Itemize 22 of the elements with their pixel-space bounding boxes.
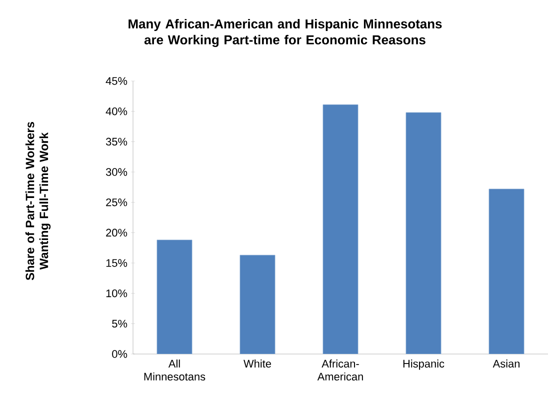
x-tick-label: Hispanic [403,360,444,370]
y-tick-label: 5% [112,320,128,328]
y-tick-label: 0% [112,350,128,358]
x-tick-label: White [244,360,272,368]
y-tick-label: 40% [106,107,128,116]
bar [322,104,358,354]
bar [156,240,192,354]
x-tick-label: All Minnesotans [144,360,206,381]
y-tick-label: 20% [106,228,128,237]
y-tick-label: 45% [106,77,128,85]
y-tick-label: 15% [106,259,128,267]
bar [488,188,524,354]
bar [240,254,276,354]
chart-title: Many African-American and Hispanic Minnesotans are Working Part-time for Economic Reasons [128,18,442,48]
y-tick-label: 10% [106,289,128,298]
y-tick-label: 25% [106,198,128,206]
y-axis-title: Share of Part-Time Workers Wanting Full-Time Work [25,122,51,280]
x-tick-label: African-American [317,360,363,381]
y-tick-label: 30% [106,168,128,176]
bar [406,112,442,354]
y-tick-label: 35% [106,138,128,146]
x-tick-label: Asian [492,360,520,368]
